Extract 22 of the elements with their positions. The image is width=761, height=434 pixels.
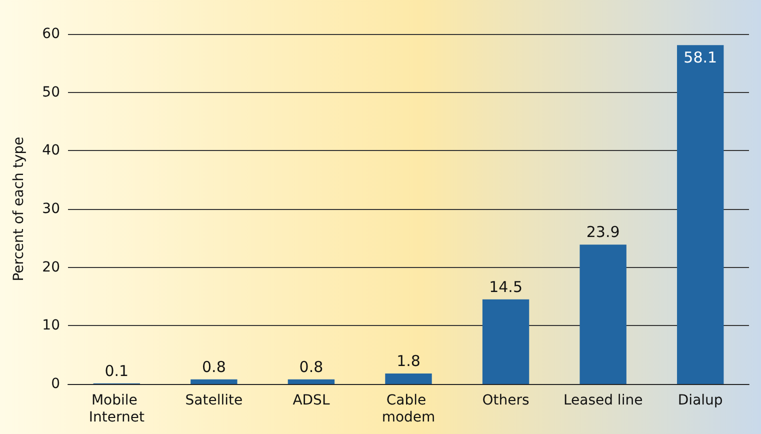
x-tick-label: Leased line (563, 392, 643, 408)
y-tick-label: 40 (42, 142, 60, 159)
x-tick-label: ADSL (292, 392, 330, 408)
data-label: 14.5 (489, 278, 522, 296)
data-label: 23.9 (586, 223, 620, 242)
data-label: 58.1 (684, 48, 718, 67)
y-tick-label: 10 (42, 318, 60, 334)
x-tick-label: Dialup (678, 392, 723, 408)
y-tick-label: 30 (42, 201, 60, 217)
x-tick-label: Satellite (185, 392, 243, 408)
x-tick-label: Mobile Internet (88, 392, 145, 426)
y-tick-label: 50 (42, 84, 60, 100)
y-tick-label: 60 (42, 26, 60, 42)
y-tick-label: 0 (51, 376, 60, 392)
y-axis-title: Percent of each type (11, 136, 27, 282)
y-tick-label: 20 (42, 259, 60, 276)
data-label: 1.8 (396, 352, 420, 370)
data-label: 0.8 (299, 358, 324, 376)
x-tick-label: Others (482, 392, 530, 408)
data-label: 0.1 (104, 362, 129, 380)
data-label: 0.8 (202, 358, 226, 376)
x-tick-label: Cable modem (382, 392, 436, 426)
